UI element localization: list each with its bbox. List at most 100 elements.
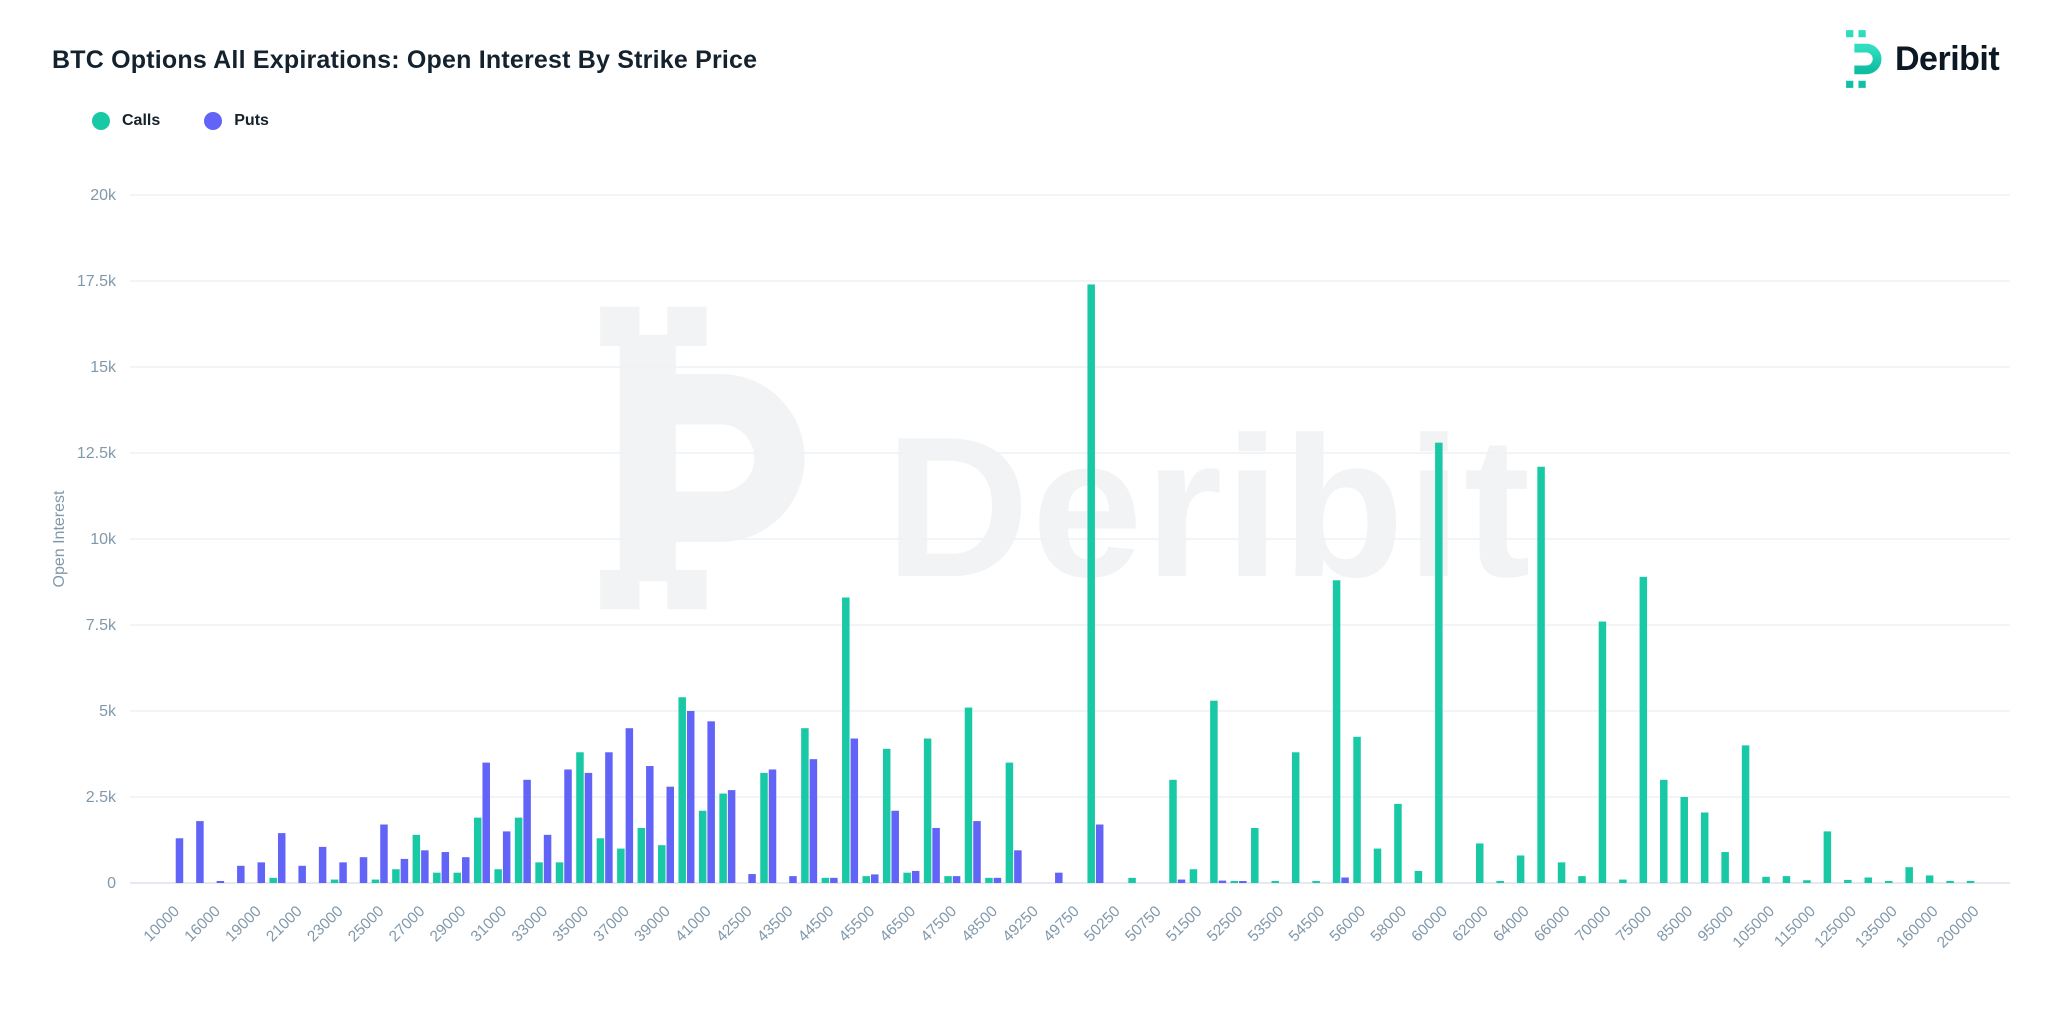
- bar-call-130000[interactable]: [1864, 877, 1873, 883]
- bar-call-50500[interactable]: [1128, 877, 1136, 883]
- bar-put-44500[interactable]: [830, 877, 838, 883]
- bar-call-28000[interactable]: [433, 872, 441, 883]
- bar-call-48500[interactable]: [985, 877, 993, 883]
- bar-call-52000[interactable]: [1210, 700, 1218, 883]
- bar-put-24000[interactable]: [359, 857, 368, 883]
- bar-put-52000[interactable]: [1218, 880, 1227, 883]
- bar-put-21000[interactable]: [298, 865, 306, 883]
- bar-call-56000[interactable]: [1353, 736, 1361, 883]
- bar-call-66000[interactable]: [1557, 862, 1566, 883]
- bar-put-41000[interactable]: [707, 721, 715, 883]
- bar-call-37000[interactable]: [617, 848, 625, 883]
- bar-call-53500[interactable]: [1271, 881, 1279, 883]
- bar-put-27000[interactable]: [421, 850, 429, 883]
- bar-call-115000[interactable]: [1803, 880, 1811, 883]
- bar-call-63000[interactable]: [1496, 881, 1504, 883]
- bar-call-80000[interactable]: [1660, 779, 1668, 883]
- bar-put-45000[interactable]: [850, 738, 859, 883]
- bar-call-200000[interactable]: [1966, 880, 1975, 883]
- bar-call-140000[interactable]: [1905, 867, 1913, 883]
- legend-item-calls[interactable]: Calls: [92, 112, 160, 130]
- bar-call-31000[interactable]: [494, 869, 502, 883]
- bar-call-48000[interactable]: [964, 707, 973, 883]
- bar-call-58000[interactable]: [1394, 803, 1402, 883]
- bar-put-25000[interactable]: [380, 824, 388, 883]
- bar-call-70000[interactable]: [1598, 621, 1607, 883]
- bar-put-20000[interactable]: [277, 833, 286, 883]
- bar-call-47000[interactable]: [923, 738, 932, 883]
- bar-call-47500[interactable]: [944, 876, 952, 883]
- bar-call-35000[interactable]: [576, 752, 584, 883]
- bar-call-95000[interactable]: [1721, 852, 1729, 883]
- bar-put-39000[interactable]: [666, 786, 675, 883]
- bar-call-65000[interactable]: [1537, 466, 1545, 883]
- bar-put-26000[interactable]: [400, 858, 409, 883]
- bar-call-30000[interactable]: [473, 817, 482, 883]
- bar-put-32000[interactable]: [523, 779, 531, 883]
- bar-call-20000[interactable]: [269, 877, 277, 883]
- bar-call-54000[interactable]: [1291, 752, 1300, 883]
- bar-call-32000[interactable]: [514, 817, 523, 883]
- bar-call-125000[interactable]: [1844, 879, 1852, 883]
- bar-call-90000[interactable]: [1700, 812, 1709, 883]
- bar-call-46500[interactable]: [903, 872, 911, 883]
- bar-call-105000[interactable]: [1762, 876, 1770, 883]
- bar-put-18000[interactable]: [237, 865, 245, 883]
- bar-call-38000[interactable]: [637, 827, 646, 883]
- bar-call-75000[interactable]: [1639, 576, 1648, 883]
- bar-call-55000[interactable]: [1332, 580, 1341, 883]
- bar-call-40000[interactable]: [678, 697, 686, 883]
- bar-put-33000[interactable]: [543, 834, 552, 883]
- bar-call-45500[interactable]: [862, 876, 871, 883]
- bar-call-100000[interactable]: [1741, 745, 1750, 883]
- bar-put-49500[interactable]: [1055, 872, 1063, 883]
- bar-call-64000[interactable]: [1516, 855, 1525, 883]
- bar-call-39000[interactable]: [658, 845, 666, 883]
- bar-put-23000[interactable]: [339, 862, 347, 883]
- bar-call-120000[interactable]: [1823, 831, 1832, 883]
- bar-put-35000[interactable]: [584, 772, 593, 883]
- bar-call-59000[interactable]: [1414, 870, 1423, 883]
- bar-put-46000[interactable]: [891, 810, 899, 883]
- bar-put-28000[interactable]: [441, 852, 450, 883]
- bar-call-51500[interactable]: [1189, 869, 1198, 883]
- bar-call-33000[interactable]: [535, 862, 543, 883]
- bar-put-37000[interactable]: [625, 728, 634, 883]
- bar-put-31000[interactable]: [502, 831, 511, 883]
- bar-call-46000[interactable]: [882, 748, 891, 883]
- bar-put-52500[interactable]: [1239, 881, 1247, 883]
- bar-call-25000[interactable]: [371, 879, 380, 883]
- bar-put-42000[interactable]: [727, 790, 736, 883]
- bar-call-34000[interactable]: [555, 862, 564, 883]
- bar-call-42000[interactable]: [719, 793, 727, 883]
- bar-put-43500[interactable]: [789, 876, 797, 883]
- bar-put-16000[interactable]: [216, 881, 225, 883]
- bar-call-49000[interactable]: [1005, 762, 1014, 883]
- bar-put-19000[interactable]: [257, 862, 266, 883]
- bar-call-85000[interactable]: [1680, 797, 1688, 883]
- bar-put-55000[interactable]: [1341, 877, 1349, 883]
- bar-call-44500[interactable]: [821, 877, 830, 883]
- bar-put-48500[interactable]: [993, 877, 1002, 883]
- bar-put-34000[interactable]: [564, 769, 572, 883]
- bar-put-47000[interactable]: [932, 827, 940, 883]
- bar-put-10000[interactable]: [175, 838, 184, 883]
- bar-put-22000[interactable]: [318, 846, 327, 883]
- bar-put-50000[interactable]: [1095, 824, 1104, 883]
- bar-put-51000[interactable]: [1177, 879, 1186, 883]
- bar-call-52500[interactable]: [1230, 881, 1239, 883]
- bar-call-44000[interactable]: [801, 728, 809, 883]
- bar-call-62000[interactable]: [1475, 843, 1484, 883]
- bar-call-23000[interactable]: [330, 879, 339, 883]
- bar-call-57000[interactable]: [1373, 848, 1382, 883]
- bar-call-53000[interactable]: [1251, 827, 1259, 883]
- bar-put-40000[interactable]: [686, 711, 695, 883]
- bar-put-44000[interactable]: [809, 759, 818, 883]
- bar-call-50000[interactable]: [1087, 284, 1095, 883]
- bar-put-30000[interactable]: [482, 762, 490, 883]
- bar-put-42500[interactable]: [748, 874, 756, 883]
- bar-call-26000[interactable]: [392, 869, 400, 883]
- bar-call-29000[interactable]: [453, 872, 462, 883]
- bar-call-41000[interactable]: [698, 810, 707, 883]
- bar-put-48000[interactable]: [973, 821, 981, 883]
